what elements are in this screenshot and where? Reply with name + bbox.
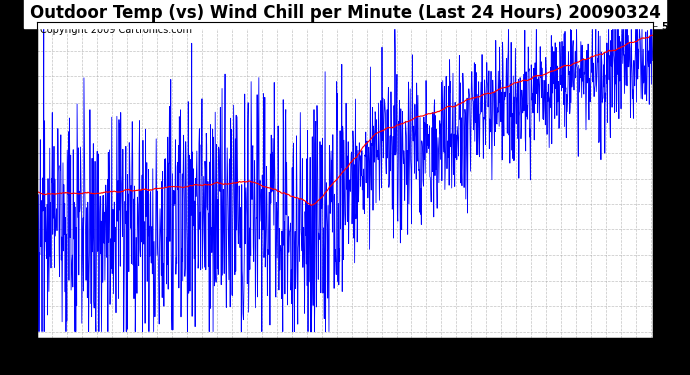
Text: Copyright 2009 Cartronics.com: Copyright 2009 Cartronics.com xyxy=(40,25,192,35)
Title: Outdoor Temp (vs) Wind Chill per Minute (Last 24 Hours) 20090324: Outdoor Temp (vs) Wind Chill per Minute … xyxy=(30,4,660,22)
